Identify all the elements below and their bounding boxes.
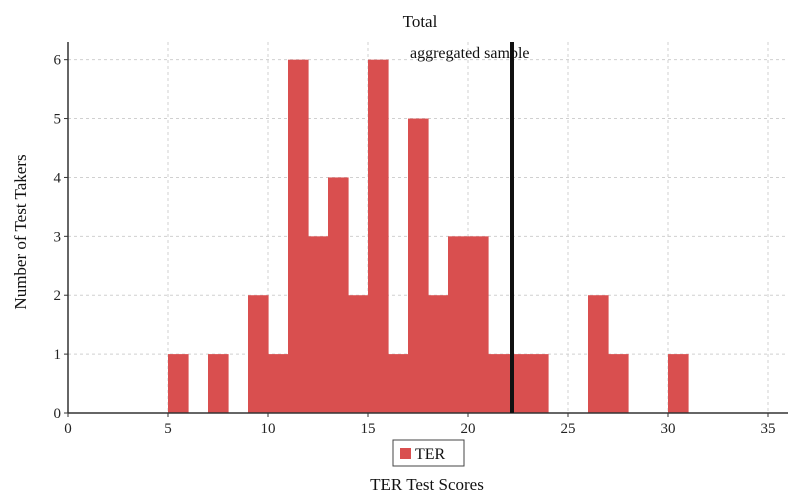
bars — [168, 59, 689, 414]
histogram-bar — [408, 118, 429, 414]
legend-label-ter: TER — [415, 446, 446, 463]
histogram-bar — [328, 177, 349, 413]
x-tick-label: 15 — [361, 421, 376, 437]
histogram-bar — [588, 295, 609, 413]
histogram-bar — [168, 354, 189, 413]
y-tick-label: 5 — [54, 112, 62, 128]
x-tick-label: 30 — [661, 421, 676, 437]
x-tick-label: 25 — [561, 421, 576, 437]
histogram-bar — [368, 59, 389, 414]
ticks: 0 5 10 15 20 25 30 35 0 1 2 3 4 5 6 — [54, 53, 776, 437]
histogram-bar — [248, 295, 269, 413]
y-tick-label: 1 — [54, 347, 62, 363]
histogram-bar — [608, 354, 629, 413]
legend: TER — [392, 439, 465, 467]
x-tick-label: 35 — [761, 421, 776, 437]
x-tick-label: 5 — [164, 421, 172, 437]
y-tick-label: 3 — [54, 229, 62, 245]
x-axis-title: TER Test Scores — [370, 475, 484, 493]
histogram-bar — [388, 354, 409, 413]
y-tick-label: 6 — [54, 53, 62, 69]
legend-swatch-ter — [400, 448, 411, 459]
y-tick-label: 0 — [54, 406, 62, 422]
histogram-bar — [288, 59, 309, 414]
histogram-bar — [668, 354, 689, 413]
histogram-bar — [208, 354, 229, 413]
histogram-bar — [468, 236, 489, 413]
x-tick-label: 0 — [64, 421, 72, 437]
histogram-bar — [268, 354, 289, 413]
histogram-bar — [448, 236, 469, 413]
histogram-bar — [428, 295, 449, 413]
histogram-bar — [308, 236, 329, 413]
y-axis-title: Number of Test Takers — [11, 154, 30, 309]
histogram-bar — [348, 295, 369, 413]
x-tick-label: 20 — [461, 421, 476, 437]
x-tick-label: 10 — [261, 421, 276, 437]
histogram-bar — [488, 354, 509, 413]
chart-title: Total — [403, 12, 438, 31]
histogram-bar — [528, 354, 549, 413]
reference-line-annotation: aggregated sample — [410, 45, 530, 62]
y-tick-label: 4 — [54, 170, 62, 186]
y-tick-label: 2 — [54, 288, 62, 304]
